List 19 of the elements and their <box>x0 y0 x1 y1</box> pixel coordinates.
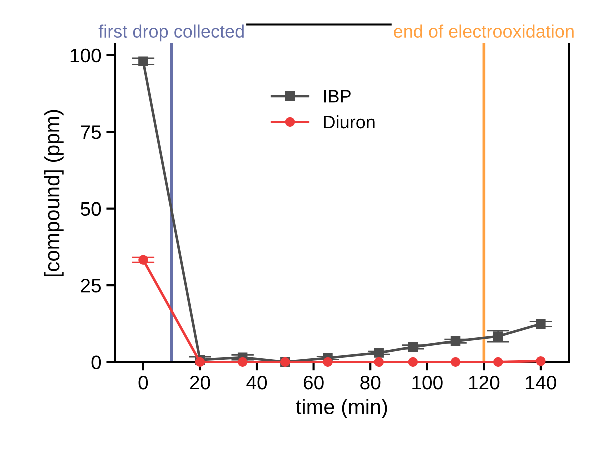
y-tick-label: 100 <box>70 48 102 63</box>
x-tick-label: 100 <box>412 376 443 390</box>
y-tick-label: 0 <box>92 356 102 370</box>
legend-label: Diuron <box>324 115 375 129</box>
x-tick-label: 40 <box>246 376 268 390</box>
x-tick-label: 60 <box>304 376 324 390</box>
x-tick-label: 0 <box>138 376 148 390</box>
y-axis-title: [compound] (ppm) <box>44 110 64 277</box>
y-tick-label: 50 <box>81 202 102 216</box>
x-axis-title: time (min) <box>296 399 388 419</box>
ref-line-label: end of electrooxidation <box>394 24 574 38</box>
x-tick-label: 20 <box>190 376 210 390</box>
y-tick-label: 75 <box>81 126 102 140</box>
x-tick-label: 80 <box>360 376 381 390</box>
legend-label: IBP <box>324 90 351 103</box>
x-tick-label: 120 <box>469 376 500 390</box>
x-tick-label: 140 <box>526 376 556 390</box>
y-tick-label: 25 <box>81 279 102 293</box>
ref-line-label: first drop collected <box>98 24 244 42</box>
